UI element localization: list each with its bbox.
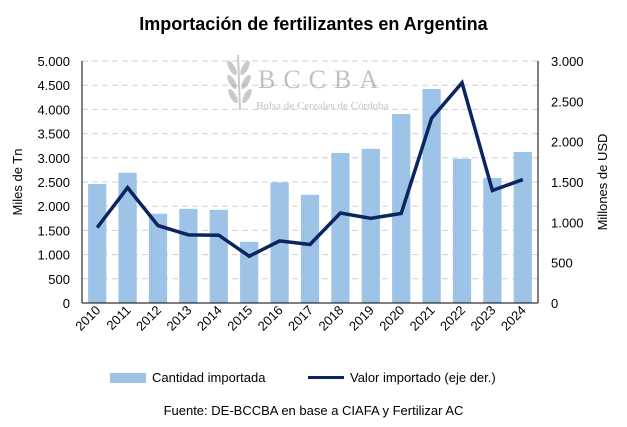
x-tick-label: 2018 [315, 303, 346, 334]
y-tick-label: 1.000 [37, 248, 70, 263]
y-tick-label: 5.000 [37, 54, 70, 69]
x-tick-label: 2016 [255, 303, 286, 334]
y2-tick-label: 2.000 [551, 135, 584, 150]
y2-tick-label: 3.000 [551, 54, 584, 69]
bar [118, 172, 137, 303]
bar [88, 183, 107, 303]
y-tick-label: 0 [63, 296, 70, 311]
bar [300, 194, 320, 303]
x-tick-label: 2017 [285, 303, 316, 334]
legend-label: Valor importado (eje der.) [350, 370, 496, 385]
y2-axis-label: Millones de USD [595, 134, 610, 231]
bar [331, 152, 350, 303]
chart-title: Importación de fertilizantes en Argentin… [139, 14, 488, 34]
y2-tick-label: 0 [551, 296, 558, 311]
y2-tick-label: 500 [551, 256, 573, 271]
legend-item-line: Valor importado (eje der.) [308, 370, 496, 385]
x-tick-label: 2023 [467, 303, 498, 334]
bar [513, 151, 532, 303]
axes [81, 61, 539, 304]
x-tick-label: 2024 [498, 303, 529, 334]
x-tick-label: 2011 [103, 303, 133, 333]
bar [209, 209, 228, 303]
x-axis-ticks: 2010 2011 2012 2013 2014 2015 2016 2017 2018 2019… [72, 303, 529, 334]
bar [361, 148, 380, 303]
x-tick-label: 2022 [437, 303, 468, 334]
bar [483, 177, 502, 303]
x-tick-label: 2020 [376, 303, 407, 334]
bar [422, 89, 441, 304]
y-tick-label: 3.500 [37, 127, 70, 142]
y-axis-label: Miles de Tn [10, 149, 25, 216]
bar [452, 158, 472, 303]
x-tick-label: 2012 [133, 303, 164, 334]
y-tick-label: 4.000 [37, 102, 70, 117]
bar-series [88, 89, 532, 304]
y-tick-label: 500 [48, 272, 70, 287]
svg-text:BCCBA: BCCBA [258, 65, 386, 94]
left-axis-ticks: 0 500 1.000 1.500 2.000 2.500 3.000 3.500 4.000 4… [37, 54, 70, 311]
y2-tick-label: 1.000 [551, 215, 584, 230]
y2-tick-label: 1.500 [551, 175, 584, 190]
legend-item-bar: Cantidad importada [110, 370, 265, 385]
wheat-icon [227, 54, 252, 111]
svg-text:Bolsa de Cereales de Córdoba: Bolsa de Cereales de Córdoba [256, 100, 389, 112]
legend-swatch-bar [110, 372, 146, 383]
y-tick-label: 2.500 [37, 175, 70, 190]
y-tick-label: 2.000 [37, 199, 70, 214]
y-tick-label: 3.000 [37, 151, 70, 166]
legend-label: Cantidad importada [152, 370, 266, 385]
right-axis-ticks: 0 500 1.000 1.500 2.000 2.500 3.000 [551, 54, 584, 311]
y2-tick-label: 2.500 [551, 94, 584, 109]
x-tick-label: 2021 [407, 303, 438, 334]
line-series [95, 79, 524, 259]
source-note: Fuente: DE-BCCBA en base a CIAFA y Ferti… [163, 403, 464, 418]
x-tick-label: 2019 [346, 303, 377, 334]
bar [148, 213, 168, 303]
y-tick-label: 1.500 [37, 223, 70, 238]
watermark-logo: BCCBA Bolsa de Cereales de Córdoba [227, 54, 389, 112]
x-tick-label: 2013 [163, 303, 194, 334]
x-tick-label: 2010 [72, 303, 103, 334]
x-tick-label: 2015 [224, 303, 255, 334]
chart: BCCBA Bolsa de Cereales de Córdoba 0 500 1… [10, 54, 610, 334]
bar [240, 241, 259, 303]
legend-swatch-line [308, 376, 344, 379]
bar [179, 208, 198, 303]
y-tick-label: 4.500 [37, 78, 70, 93]
x-tick-label: 2014 [194, 303, 225, 334]
